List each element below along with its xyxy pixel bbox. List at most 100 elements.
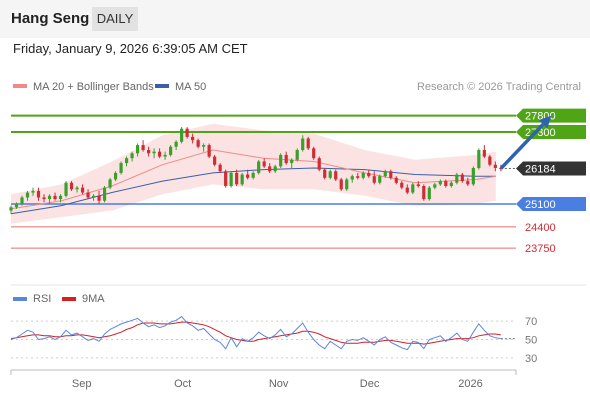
candle-body [273,166,277,172]
candle-body [284,154,288,164]
forecast-arrow-head [538,115,552,129]
candle-body [477,150,481,168]
rsi-ma-legend-label: 9MA [82,293,105,305]
credit-text: Research © 2026 Trading Central [417,81,581,93]
candle-body [411,184,415,193]
candle-body [42,197,46,200]
candle-body [295,150,299,160]
x-tick-label-2026: 2026 [458,378,482,390]
ma20-legend-label: MA 20 + Bollinger Bands [33,81,154,93]
x-tick-label-Oct: Oct [174,378,191,390]
candle-body [400,182,404,188]
candle-body [334,171,338,180]
ma20-legend-swatch [13,84,27,88]
candle-body [25,192,30,198]
candle-body [361,172,365,178]
candle-body [102,187,107,201]
candle-body [345,179,349,190]
symbol-title: Hang Seng [11,10,90,27]
candle-body [191,136,195,141]
candle-body [306,138,310,149]
candle-body [367,172,371,177]
candle-body [229,172,233,186]
rsi-legend-label: RSI [33,293,51,305]
candle-body [20,197,24,204]
x-tick-label-Dec: Dec [360,378,380,390]
candle-body [356,176,360,178]
candle-body [449,182,453,186]
ma50-line [10,167,496,215]
rsi-panel: 70 50 30 [10,315,537,365]
candle-body [394,177,398,183]
candle-body [383,171,387,177]
level-label-25100: 25100 [525,199,556,211]
candle-body [169,146,173,155]
candle-body [218,164,222,172]
candle-body [301,138,305,150]
candle-body [416,184,420,186]
candle-body [53,195,57,200]
rsi-line [10,315,501,351]
candle-body [47,195,52,200]
candle-body [493,164,497,168]
level-tag-25100 [516,197,586,211]
candle-body [224,171,228,186]
chart-header: Hang Seng DAILY [0,0,590,38]
candle-body [174,141,178,147]
candle-body [455,174,459,183]
candle-body [80,187,85,193]
timeframe-button[interactable]: DAILY [92,7,138,31]
candle-body [31,190,35,193]
main-legend: MA 20 + Bollinger Bands MA 50 Research ©… [13,81,581,93]
candle-body [323,169,327,178]
candle-body [124,158,129,164]
candle-body [389,171,393,178]
candle-body [378,176,382,183]
candle-body [422,186,426,200]
candle-body [317,158,321,170]
candle-body [257,161,261,173]
candle-body [108,179,112,188]
candle-body [350,176,354,180]
rsi-tick-label-70: 70 [525,316,537,328]
level-label-23750: 23750 [525,243,556,255]
candle-body [207,145,211,157]
candle-body [36,190,41,198]
candle-body [58,195,63,200]
candle-body [268,166,272,172]
candle-body [405,187,409,193]
x-tick-label-Nov: Nov [269,378,289,390]
forecast [499,115,552,170]
forecast-arrow-shaft [499,123,545,170]
level-tag-27800 [516,108,586,123]
rsi-ma-legend-swatch [62,297,76,301]
rsi-tick-label-30: 30 [525,353,537,365]
candle-body [482,150,486,157]
candle-body [438,181,442,185]
candle-body [279,154,283,167]
candle-body [290,159,294,164]
candle-body [113,172,118,180]
candle-body [130,153,134,159]
rsi-tick-label-50: 50 [525,335,537,347]
candle-body [488,156,492,165]
candle-body [339,179,343,190]
candle-body [180,128,184,142]
candle-body [69,182,74,190]
candle-body [64,182,68,196]
candle-body [460,174,464,182]
x-axis-labels: Sep Oct Nov Dec 2026 [72,378,483,390]
candle-body [213,156,217,165]
candle-body [471,168,475,185]
level-label-24400: 24400 [525,222,556,234]
candles [9,127,503,214]
candle-body [328,171,332,178]
candle-body [427,187,431,200]
candle-body [75,187,79,190]
rsi-ma-line [10,321,501,345]
candle-body [251,172,255,178]
candle-body [466,181,470,185]
